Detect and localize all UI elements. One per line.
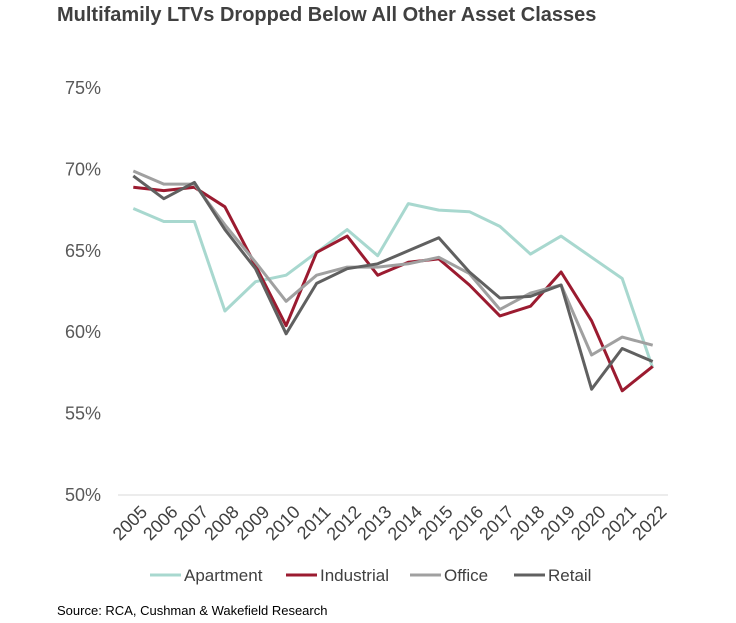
- series-line-industrial: [133, 185, 654, 393]
- x-tick-label: 2013: [353, 502, 395, 544]
- legend: Apartment Industrial Office Retail: [150, 566, 591, 585]
- legend-label-apartment: Apartment: [184, 566, 263, 585]
- chart-title: Multifamily LTVs Dropped Below All Other…: [57, 4, 597, 26]
- y-tick-label: 60%: [65, 322, 101, 342]
- x-tick-label: 2009: [231, 502, 273, 544]
- y-axis: 50% 55% 60% 65% 70% 75%: [65, 78, 101, 505]
- x-tick-label: 2007: [170, 502, 212, 544]
- x-axis: 2005200620072008200920102011201220132014…: [109, 502, 671, 544]
- x-tick-label: 2015: [414, 502, 456, 544]
- y-tick-label: 75%: [65, 78, 101, 98]
- y-tick-label: 70%: [65, 159, 101, 179]
- plot-area: [132, 169, 655, 393]
- legend-label-industrial: Industrial: [320, 566, 389, 585]
- x-tick-label: 2012: [323, 502, 365, 544]
- series-line-office: [132, 169, 654, 357]
- x-tick-label: 2005: [109, 502, 151, 544]
- x-tick-label: 2020: [567, 502, 609, 544]
- series-line-apartment: [132, 202, 655, 369]
- y-tick-label: 55%: [65, 404, 101, 424]
- source-note: Source: RCA, Cushman & Wakefield Researc…: [57, 603, 328, 618]
- x-tick-label: 2022: [628, 502, 670, 544]
- legend-label-retail: Retail: [548, 566, 591, 585]
- legend-label-office: Office: [444, 566, 488, 585]
- series-line-retail: [132, 174, 654, 391]
- x-tick-label: 2018: [506, 502, 548, 544]
- y-tick-label: 50%: [65, 485, 101, 505]
- x-tick-label: 2019: [536, 502, 578, 544]
- x-tick-label: 2021: [598, 502, 640, 544]
- x-tick-label: 2014: [384, 502, 426, 544]
- x-tick-label: 2010: [261, 502, 303, 544]
- x-tick-label: 2006: [139, 502, 181, 544]
- x-tick-label: 2016: [445, 502, 487, 544]
- y-tick-label: 65%: [65, 241, 101, 261]
- x-tick-label: 2008: [200, 502, 242, 544]
- x-tick-label: 2017: [475, 502, 517, 544]
